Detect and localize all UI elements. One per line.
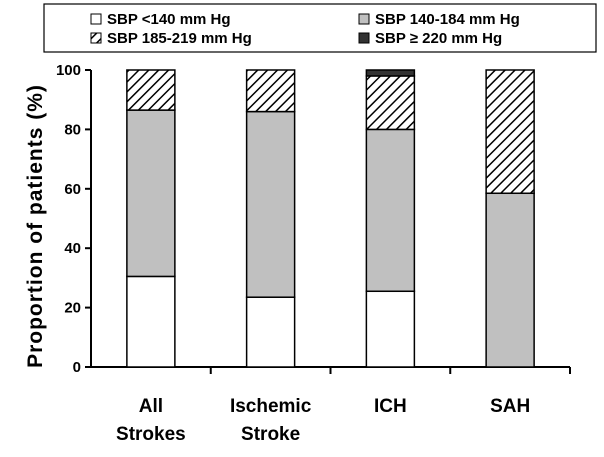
bar-segment	[365, 69, 416, 77]
y-tick-label: 0	[73, 359, 81, 376]
bar-segment	[485, 192, 535, 368]
y-tick-label: 40	[64, 240, 81, 257]
y-tick-label: 80	[64, 121, 81, 138]
bar-segment	[245, 296, 296, 368]
category-label: Strokes	[116, 424, 186, 445]
bar-segment	[126, 69, 176, 111]
category-label: All	[139, 396, 163, 417]
legend-label: SBP <140 mm Hg	[107, 11, 231, 28]
legend: SBP <140 mm Hg SBP 140-184 mm Hg SBP 185-2…	[90, 11, 520, 47]
bar-segment	[245, 110, 296, 298]
category-label: ICH	[374, 396, 407, 417]
y-tick-label: 20	[64, 300, 81, 317]
legend-swatch	[90, 13, 102, 25]
legend-label: SBP 140-184 mm Hg	[375, 11, 520, 28]
legend-swatch	[358, 13, 370, 25]
legend-swatch	[90, 32, 102, 44]
bar-segment	[126, 275, 176, 368]
legend-label: SBP 185-219 mm Hg	[107, 30, 252, 47]
bar-segment	[485, 69, 535, 195]
y-axis-label: Proportion of patients (%)	[24, 84, 47, 368]
legend-box	[43, 3, 597, 53]
legend-swatch	[358, 32, 370, 44]
bar-segment	[365, 128, 416, 293]
y-tick-label: 100	[56, 62, 81, 79]
legend-label: SBP ≥ 220 mm Hg	[375, 30, 502, 47]
bars	[126, 69, 535, 368]
y-tick-label: 60	[64, 181, 81, 198]
bar-segment	[365, 75, 416, 131]
category-label: Ischemic	[230, 396, 312, 417]
bar-segment	[126, 109, 176, 278]
bar-segment	[245, 69, 296, 113]
category-label: SAH	[490, 396, 530, 417]
category-label: Stroke	[241, 424, 300, 445]
category-labels: All Strokes Ischemic Stroke ICH SAH	[116, 396, 530, 445]
bar-segment	[365, 290, 416, 368]
